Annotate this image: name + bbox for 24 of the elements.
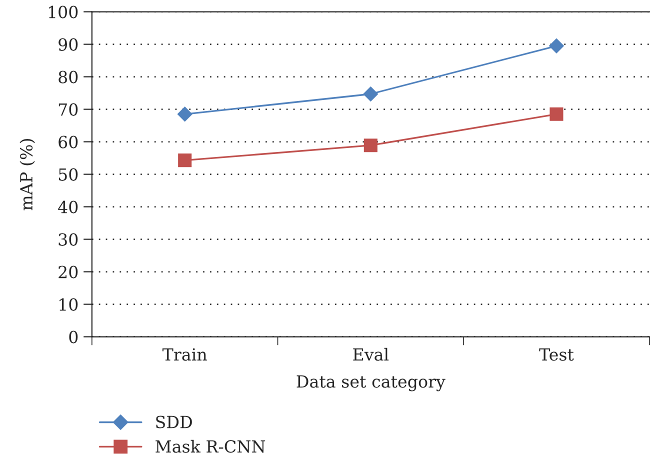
y-tick-label: 80	[58, 70, 78, 84]
y-tick-label: 60	[58, 136, 78, 148]
y-tick-label: 0	[69, 330, 78, 344]
y-tick-label: 10	[60, 298, 78, 311]
x-tick-label: Test	[539, 348, 574, 361]
legend-label: Mask R-CNN	[156, 440, 266, 453]
y-tick-label: 40	[58, 200, 78, 214]
x-tick-label: Eval	[353, 348, 389, 361]
y-tick-label: 70	[58, 103, 78, 116]
point	[363, 86, 378, 102]
y-axis-title: mAP (%)	[20, 138, 35, 210]
point	[177, 106, 192, 122]
y-tick-label: 100	[48, 6, 78, 18]
point	[178, 154, 192, 168]
point	[364, 138, 378, 152]
point	[550, 107, 564, 121]
x-tick-label: Train	[162, 348, 207, 361]
y-tick-label: 20	[58, 266, 78, 278]
point	[549, 38, 564, 54]
y-tick-label: 90	[58, 38, 78, 51]
y-tick-label: 50	[58, 168, 78, 181]
y-tick-label: 30	[58, 233, 78, 246]
legend-label: SDD	[156, 416, 192, 428]
x-axis-title: Data set category	[296, 375, 446, 392]
